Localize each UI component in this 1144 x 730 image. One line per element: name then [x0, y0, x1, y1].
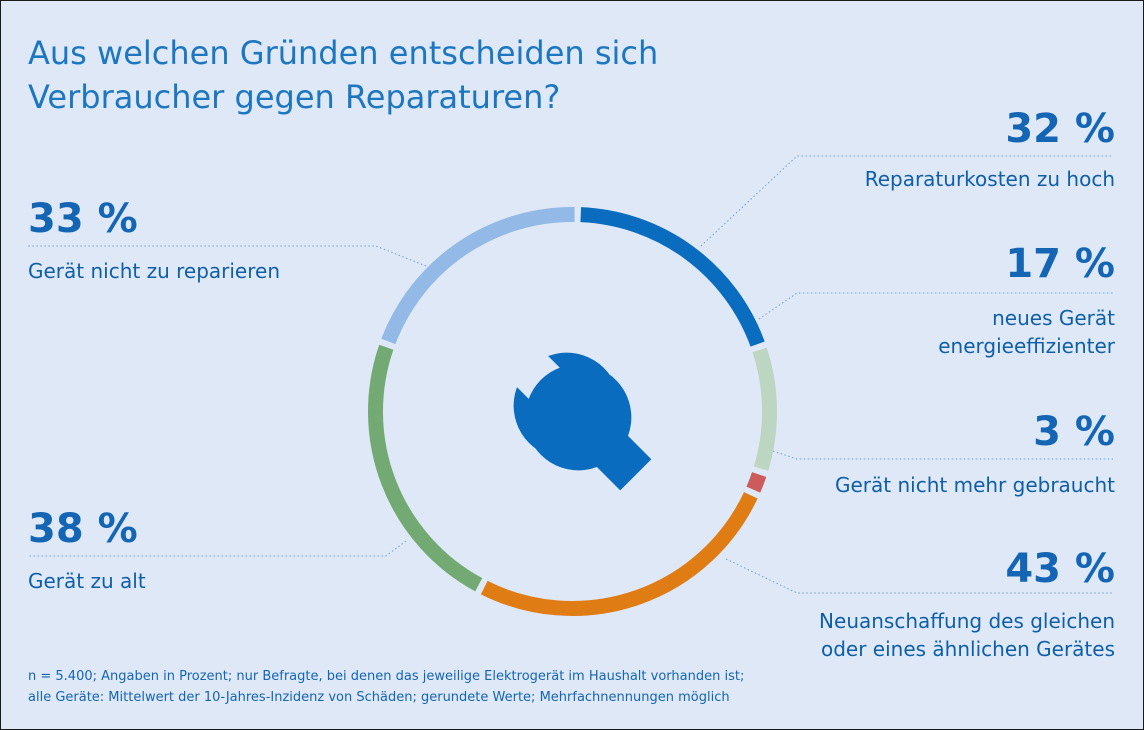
label-energieeffizienter: neues Gerät energieeffizienter	[938, 306, 1115, 358]
footnote-line: alle Geräte: Mittelwert der 10-Jahres-In…	[28, 690, 730, 705]
leader-line-neuanschaffung	[725, 558, 1113, 594]
wrench-icon	[513, 352, 652, 491]
value-neuanschaffung: 43 %	[1005, 546, 1115, 592]
label-nicht-gebraucht: Gerät nicht mehr gebraucht	[835, 473, 1115, 497]
donut-segment-2	[746, 472, 767, 493]
donut-segment-0	[580, 207, 765, 347]
donut-segment-1	[752, 347, 777, 471]
leader-line-nicht-gebraucht	[772, 450, 1113, 460]
leader-line-energieeffizienter	[758, 292, 1113, 320]
value-nicht-gebraucht: 3 %	[1033, 409, 1115, 455]
footnote-line: n = 5.400; Angaben in Prozent; nur Befra…	[28, 669, 745, 684]
value-nicht-zu-reparieren: 33 %	[28, 196, 138, 242]
value-energieeffizienter: 17 %	[1005, 241, 1115, 287]
donut-ring	[368, 207, 777, 616]
chart-title: Aus welchen Gründen entscheiden sich Ver…	[28, 34, 659, 116]
value-zu-alt: 38 %	[28, 506, 138, 552]
label-zu-alt: Gerät zu alt	[28, 569, 146, 593]
donut-segment-3	[480, 492, 758, 616]
value-reparaturkosten: 32 %	[1005, 106, 1115, 152]
label-reparaturkosten: Reparaturkosten zu hoch	[864, 167, 1115, 191]
footnote: n = 5.400; Angaben in Prozent; nur Befra…	[28, 666, 928, 708]
label-neuanschaffung: Neuanschaffung des gleichen oder eines ä…	[819, 609, 1115, 661]
label-nicht-zu-reparieren: Gerät nicht zu reparieren	[28, 259, 281, 283]
leader-lines	[28, 155, 1113, 594]
donut-segment-5	[381, 207, 575, 345]
leader-line-zu-alt	[28, 540, 407, 557]
donut-segment-4	[368, 344, 483, 592]
